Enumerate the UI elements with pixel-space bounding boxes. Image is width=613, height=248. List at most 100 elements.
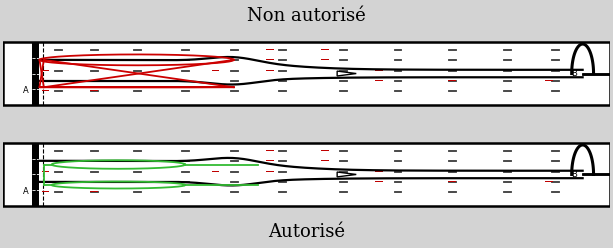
Bar <box>339 70 347 71</box>
Bar <box>394 160 402 161</box>
Bar <box>54 59 62 60</box>
Text: A: A <box>23 187 29 196</box>
Bar <box>132 81 140 82</box>
Bar <box>448 150 456 151</box>
Bar <box>181 49 189 50</box>
Bar <box>266 81 274 82</box>
Bar <box>90 81 98 82</box>
Bar <box>90 150 98 151</box>
Bar <box>278 160 286 161</box>
Bar <box>551 171 559 172</box>
Bar <box>339 160 347 161</box>
Bar <box>339 150 347 151</box>
Bar <box>339 191 347 192</box>
Bar <box>551 59 559 60</box>
Bar <box>503 59 511 60</box>
Bar <box>90 160 98 161</box>
Bar <box>551 181 559 183</box>
Bar <box>181 91 189 92</box>
Bar <box>90 191 98 192</box>
Bar <box>551 49 559 50</box>
Bar <box>503 160 511 161</box>
Text: B: B <box>571 69 577 78</box>
Bar <box>394 59 402 60</box>
Bar <box>181 59 189 60</box>
Bar <box>181 191 189 192</box>
Bar <box>211 171 219 172</box>
Bar <box>339 171 347 172</box>
Bar <box>394 150 402 151</box>
Bar <box>503 150 511 151</box>
Bar <box>132 191 140 192</box>
Bar <box>278 91 286 92</box>
Bar <box>132 59 140 60</box>
Text: Autorisé: Autorisé <box>268 222 345 241</box>
Bar <box>181 81 189 82</box>
Bar <box>54 70 62 71</box>
Bar <box>181 181 189 183</box>
Bar <box>394 181 402 183</box>
Text: B: B <box>571 170 577 179</box>
Text: A: A <box>23 86 29 95</box>
Bar <box>42 59 50 60</box>
Bar <box>266 70 274 71</box>
Bar <box>394 81 402 82</box>
Bar <box>54 181 62 183</box>
Bar <box>230 59 238 60</box>
Bar <box>278 171 286 172</box>
Bar <box>278 181 286 183</box>
Bar <box>266 49 274 50</box>
Bar <box>394 171 402 172</box>
Bar <box>132 160 140 161</box>
Bar <box>448 70 456 71</box>
Bar <box>230 49 238 50</box>
Bar <box>266 150 274 151</box>
Bar <box>394 70 402 71</box>
Bar <box>54 160 62 161</box>
Bar <box>42 171 50 172</box>
Bar <box>266 160 274 161</box>
Bar <box>3 143 610 206</box>
Bar <box>546 181 553 183</box>
Bar <box>54 171 62 172</box>
Bar <box>132 70 140 71</box>
Bar <box>448 191 456 192</box>
Bar <box>42 91 50 92</box>
Bar <box>339 49 347 50</box>
Bar <box>448 181 456 183</box>
Bar <box>132 49 140 50</box>
Bar <box>551 160 559 161</box>
Bar <box>278 81 286 82</box>
Bar <box>551 70 559 71</box>
Bar <box>230 160 238 161</box>
Bar <box>32 42 39 105</box>
Bar <box>90 191 98 192</box>
Bar <box>230 191 238 192</box>
Bar <box>448 49 456 50</box>
Bar <box>321 59 329 60</box>
Bar <box>448 81 456 82</box>
Bar <box>278 150 286 151</box>
Bar <box>448 160 456 161</box>
Bar <box>132 91 140 92</box>
Bar <box>90 181 98 183</box>
Bar <box>339 181 347 183</box>
Bar <box>503 70 511 71</box>
Bar <box>448 59 456 60</box>
Bar <box>132 171 140 172</box>
Bar <box>181 70 189 71</box>
Bar <box>42 160 50 161</box>
Bar <box>211 70 219 71</box>
Bar <box>42 191 50 192</box>
Bar <box>54 91 62 92</box>
Bar <box>503 171 511 172</box>
Bar <box>321 150 329 151</box>
Bar <box>503 181 511 183</box>
Bar <box>394 49 402 50</box>
Bar <box>230 181 238 183</box>
Bar <box>230 171 238 172</box>
Bar <box>230 150 238 151</box>
Bar <box>339 91 347 92</box>
Bar <box>278 49 286 50</box>
Bar <box>375 171 383 172</box>
